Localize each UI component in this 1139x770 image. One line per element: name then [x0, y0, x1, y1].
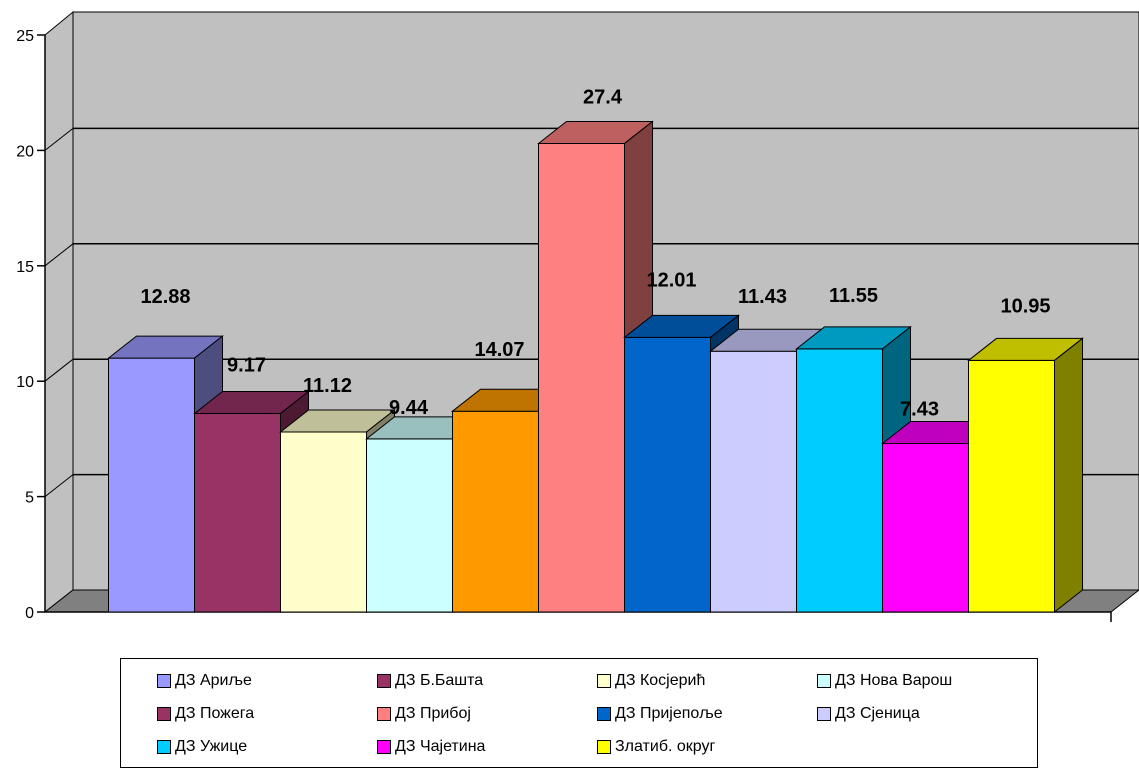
legend-item: ДЗ Нова Варош — [817, 664, 1037, 697]
bar — [967, 337, 1084, 614]
legend-label: ДЗ Косјерић — [615, 671, 706, 689]
legend-swatch — [817, 673, 831, 688]
data-label: 12.01 — [646, 269, 696, 291]
bar-front — [366, 438, 453, 613]
data-label: 9.17 — [227, 355, 266, 377]
legend-swatch — [597, 739, 611, 754]
legend-item: ДЗ Пожега — [157, 697, 377, 730]
bar-front — [882, 443, 969, 613]
bar-front — [968, 359, 1055, 613]
legend-label: ДЗ Прибој — [395, 704, 471, 722]
legend-item: ДЗ Пријепоље — [597, 697, 817, 730]
legend-swatch — [377, 739, 391, 754]
legend-label: ДЗ Сјеница — [835, 704, 920, 722]
legend-label: ДЗ Б.Башта — [395, 671, 484, 689]
y-tick-label: 5 — [25, 490, 34, 507]
data-label: 7.43 — [900, 399, 939, 421]
gridline-side — [44, 358, 74, 382]
plot-side-wall — [44, 10, 74, 614]
y-tick-label: 20 — [16, 143, 34, 160]
data-label: 11.55 — [829, 285, 878, 307]
data-label: 14.07 — [474, 339, 524, 361]
bar-front — [452, 410, 539, 613]
y-tick-label: 10 — [16, 374, 34, 391]
legend-swatch — [157, 739, 171, 754]
legend-swatch — [377, 673, 391, 688]
legend-item: Златиб. округ — [597, 730, 817, 763]
data-label: 27.4 — [583, 86, 623, 108]
legend-item: ДЗ Прибој — [377, 697, 597, 730]
legend-item: ДЗ Чајетина — [377, 730, 597, 763]
legend-label: Златиб. округ — [615, 737, 716, 755]
data-label: 11.12 — [303, 375, 352, 397]
legend: ДЗ Ариље ДЗ Б.Башта ДЗ Косјерић ДЗ Нова Вар… — [120, 658, 1038, 768]
legend-label: ДЗ Пријепоље — [615, 704, 723, 722]
data-label: 11.43 — [738, 286, 787, 308]
bar-side — [1054, 337, 1083, 614]
bar-front — [624, 336, 711, 613]
data-label: 9.44 — [389, 397, 429, 419]
data-labels: 12.88 9.17 11.12 9.44 14.07 27.4 12.01 11.43 11.… — [140, 86, 1050, 420]
legend-item: ДЗ Ужице — [157, 730, 377, 763]
legend-item: ДЗ Б.Башта — [377, 664, 597, 697]
bar-front — [280, 431, 367, 613]
y-tick-label: 15 — [16, 259, 34, 276]
legend-item: ДЗ Сјеница — [817, 697, 1037, 730]
legend-label: ДЗ Ариље — [175, 671, 252, 689]
legend-swatch — [157, 706, 171, 721]
legend-item: ДЗ Косјерић — [597, 664, 817, 697]
bars — [107, 120, 1084, 614]
legend-item: ДЗ Ариље — [157, 664, 377, 697]
bar-front — [108, 357, 195, 613]
y-tick-label: 0 — [25, 605, 34, 622]
legend-swatch — [597, 706, 611, 721]
legend-swatch — [817, 706, 831, 721]
gridline-side — [44, 474, 74, 497]
y-axis-ticks: 0 5 10 15 20 25 — [16, 28, 45, 622]
bar-front — [538, 142, 625, 613]
bar-front — [194, 413, 281, 613]
gridline-side — [44, 243, 74, 267]
legend-label: ДЗ Ужице — [175, 737, 248, 755]
data-label: 10.95 — [1000, 295, 1050, 317]
legend-label: ДЗ Пожега — [175, 704, 255, 722]
legend-swatch — [377, 706, 391, 721]
bar-front — [710, 350, 797, 613]
data-label: 12.88 — [140, 286, 190, 308]
gridline-side — [44, 128, 74, 151]
legend-label: ДЗ Нова Варош — [835, 671, 953, 689]
legend-label: ДЗ Чајетина — [395, 737, 486, 755]
bar-front — [796, 348, 883, 613]
legend-swatch — [157, 673, 171, 688]
y-tick-label: 25 — [16, 28, 34, 45]
legend-swatch — [597, 673, 611, 688]
